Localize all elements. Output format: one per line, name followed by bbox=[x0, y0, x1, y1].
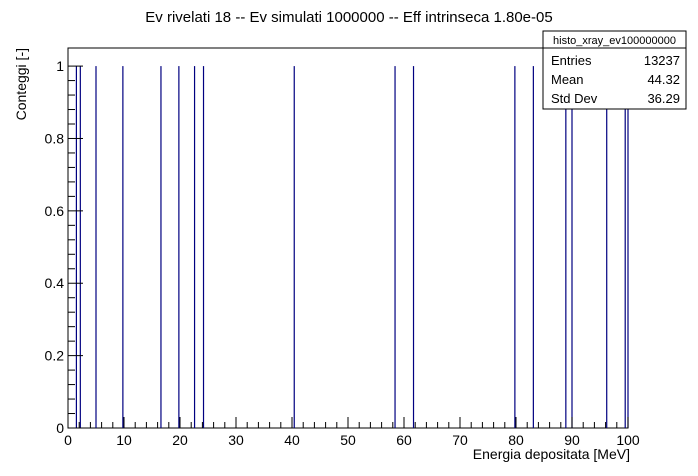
x-axis: 0 10 20 30 40 50 60 70 80 90 100 bbox=[64, 417, 640, 448]
histogram-bar bbox=[627, 66, 629, 428]
x-tick-label: 0 bbox=[64, 432, 72, 448]
histogram-bar bbox=[95, 66, 97, 428]
chart-title: Ev rivelati 18 -- Ev simulati 1000000 --… bbox=[145, 9, 552, 26]
x-tick-label: 90 bbox=[564, 432, 580, 448]
histogram-bar bbox=[293, 66, 295, 428]
histogram-bar bbox=[178, 66, 180, 428]
y-axis: 0 0.2 0.4 0.6 0.8 1 bbox=[45, 58, 83, 436]
histogram-bar bbox=[514, 66, 516, 428]
stats-stddev-value: 36.29 bbox=[647, 91, 680, 106]
x-tick-label: 60 bbox=[396, 432, 412, 448]
stats-box-frame bbox=[542, 30, 687, 110]
stats-entries-label: Entries bbox=[551, 53, 592, 68]
x-tick-label: 80 bbox=[508, 432, 524, 448]
y-tick-label: 0.2 bbox=[45, 348, 65, 364]
histogram-bar bbox=[606, 66, 608, 428]
histogram-bar bbox=[412, 66, 415, 428]
histogram-bar bbox=[394, 66, 396, 428]
y-tick-label: 0.8 bbox=[45, 130, 65, 146]
histogram-bar bbox=[122, 66, 124, 428]
histogram-bar bbox=[79, 66, 81, 428]
histogram-bar bbox=[624, 66, 626, 428]
histogram-bar bbox=[532, 66, 534, 428]
histogram-bar bbox=[193, 66, 196, 428]
histogram-bar bbox=[565, 66, 567, 428]
stats-stddev-label: Std Dev bbox=[551, 91, 598, 106]
x-tick-label: 40 bbox=[284, 432, 300, 448]
y-tick-label: 0 bbox=[56, 420, 64, 436]
x-axis-label: Energia depositata [MeV] bbox=[473, 446, 630, 462]
y-tick-label: 0.4 bbox=[45, 275, 65, 291]
x-tick-label: 50 bbox=[340, 432, 356, 448]
stats-box-title: histo_xray_ev100000000 bbox=[553, 35, 676, 47]
stats-mean-label: Mean bbox=[551, 72, 584, 87]
y-tick-label: 0.6 bbox=[45, 203, 65, 219]
stats-box: histo_xray_ev100000000 Entries 13237 Mea… bbox=[542, 30, 687, 110]
histogram-bar bbox=[571, 66, 573, 428]
x-tick-label: 10 bbox=[116, 432, 132, 448]
x-tick-label: 30 bbox=[228, 432, 244, 448]
histogram-bars bbox=[75, 66, 629, 428]
x-tick-label: 20 bbox=[172, 432, 188, 448]
y-axis-label: Conteggi [-] bbox=[13, 48, 29, 120]
stats-mean-value: 44.32 bbox=[647, 72, 680, 87]
x-tick-label: 100 bbox=[616, 432, 640, 448]
y-tick-label: 1 bbox=[56, 58, 64, 74]
histogram-bar bbox=[160, 66, 162, 428]
stats-entries-value: 13237 bbox=[644, 53, 680, 68]
histogram-bar bbox=[202, 66, 205, 428]
x-tick-label: 70 bbox=[452, 432, 468, 448]
histogram-bar bbox=[75, 66, 77, 428]
